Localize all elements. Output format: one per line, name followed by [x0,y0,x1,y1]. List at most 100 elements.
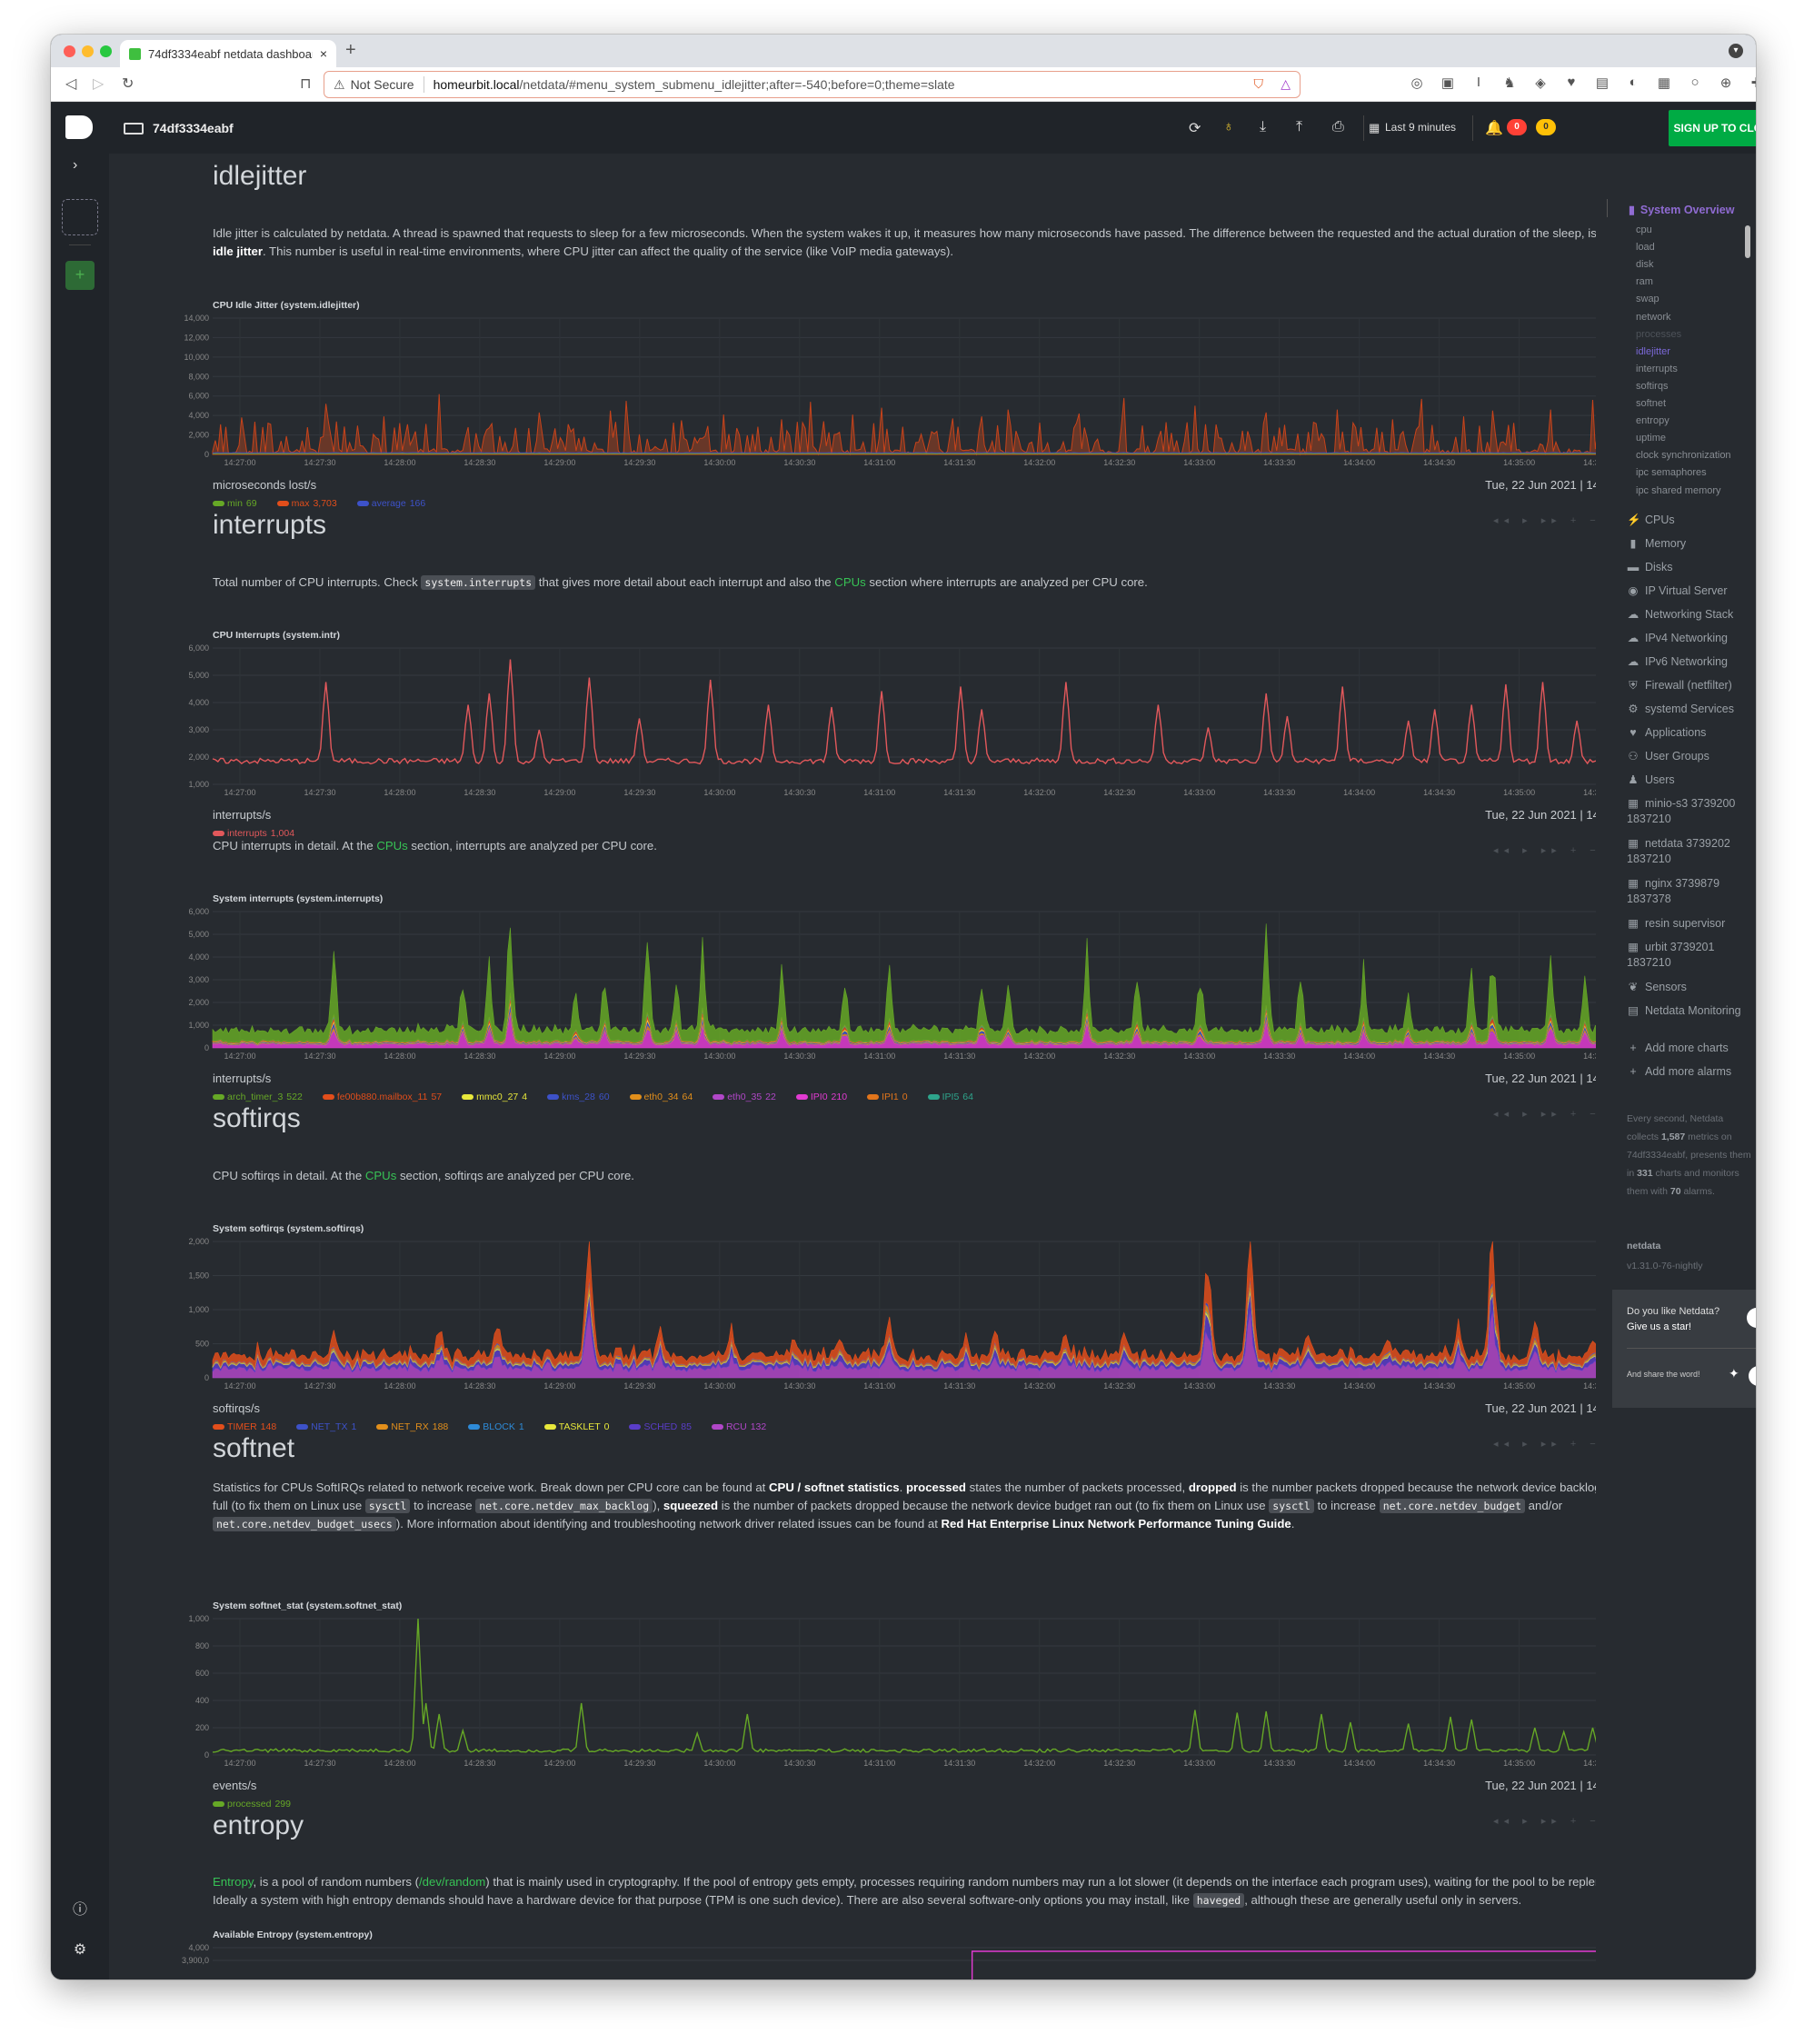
intr-chart[interactable]: CPU Interrupts (system.intr) 6,000 5,000 4,… [178,630,1596,856]
toc-group-ipv4-networking[interactable]: ☁ IPv4 Networking [1627,631,1754,646]
toc-group-cpus[interactable]: ⚡ CPUs [1627,513,1754,528]
browser-tab[interactable]: 74df3334eabf netdata dashboar × [120,40,336,67]
toc-item-network[interactable]: network [1636,311,1671,323]
expand-chevron-icon[interactable]: › [73,157,78,173]
legend-item-BLOCK[interactable]: BLOCK 1 [468,1421,524,1432]
legend-item-TIMER[interactable]: TIMER 148 [213,1421,276,1432]
toc-group-ip-virtual-server[interactable]: ◉ IP Virtual Server [1627,583,1754,599]
tampermonkey-icon[interactable]: ◈ [1535,75,1546,91]
trello-icon[interactable]: ▤ [1595,75,1610,91]
grammarly-icon[interactable]: ◎ [1410,75,1423,91]
critical-alarms-badge[interactable]: 0 [1507,119,1527,135]
toc-group-memory[interactable]: ▮ Memory [1627,536,1754,552]
toc-group-networking-stack[interactable]: ☁ Networking Stack [1627,607,1754,623]
toc-group-sensors[interactable]: ❦ Sensors [1627,980,1754,995]
toc-item-entropy[interactable]: entropy [1636,415,1669,427]
upload-icon[interactable]: ⤒ [1296,119,1303,135]
toc-item-ram[interactable]: ram [1636,276,1653,288]
toc-item-ipc-shared-memory[interactable]: ipc shared memory [1636,484,1721,496]
toc-item-uptime[interactable]: uptime [1636,433,1667,444]
download-icon[interactable]: ⤓ [1260,119,1267,135]
idlejitter-chart[interactable]: CPU Idle Jitter (system.idlejitter) 14,00… [178,300,1596,526]
tab-search-icon[interactable]: ▾ [1729,44,1743,58]
interrupts-chart[interactable]: System interrupts (system.interrupts) 6,0… [178,893,1596,1120]
toc-item-clock-synchronization[interactable]: clock synchronization [1636,450,1731,462]
github-star-link[interactable]: Give us a star! [1627,1321,1691,1332]
bell-icon[interactable]: 🔔 [1485,121,1503,136]
chart-plot[interactable]: 1,000 800 600 400 200 0 14:27:00 14:27:30 14:28:… [178,1613,1596,1777]
add-space-button[interactable]: + [65,261,95,290]
cursor-ring-icon[interactable]: ○ [1690,75,1699,90]
toc-system-overview[interactable]: System Overview [1629,203,1735,216]
sign-up-button[interactable]: SIGN UP TO CLOUD [1669,110,1756,146]
toc-item-cpu[interactable]: cpu [1636,224,1652,235]
legend-item-TASKLET[interactable]: TASKLET 0 [543,1421,609,1432]
legend-item-eth0-35[interactable]: eth0_35 22 [713,1092,776,1102]
legend-item-kms-28[interactable]: kms_28 60 [547,1092,610,1102]
metamask-icon[interactable]: ♞ [1503,75,1516,91]
dev-random-link[interactable]: /dev/random [418,1875,486,1889]
chart-plot[interactable]: 14,000 12,000 10,000 8,000 6,000 4,000 2,000 0 1… [178,313,1596,476]
cursor-icon[interactable]: I [1476,75,1481,90]
legend-item-processed[interactable]: processed 299 [213,1799,291,1810]
toc-group-nginx-3739879-1837378[interactable]: ▦ nginx 3739879 1837378 [1627,876,1754,907]
cpus-link[interactable]: CPUs [364,1169,397,1182]
toc-item-swap[interactable]: swap [1636,294,1659,305]
chart-toolbox[interactable]: ◂◂ ▸ ▸▸ + − ⇕ [1493,1816,1596,1827]
toc-group-user-groups[interactable]: ⚇ User Groups [1627,749,1754,764]
toc-item-load[interactable]: load [1636,242,1655,254]
toc-item-interrupts[interactable]: interrupts [1636,363,1678,374]
twitter-icon[interactable]: ✦ [1729,1366,1739,1381]
legend-item-IPI0[interactable]: IPI0 210 [795,1092,847,1102]
toc-item-disk[interactable]: disk [1636,259,1654,271]
cpus-link[interactable]: CPUs [376,839,408,852]
legend-item-SCHED[interactable]: SCHED 85 [629,1421,692,1432]
legend-item-interrupts[interactable]: interrupts 1,004 [213,828,294,839]
toc-group-netdata-monitoring[interactable]: ▤ Netdata Monitoring [1627,1003,1754,1019]
brave-rewards-icon[interactable]: △ [1281,76,1291,91]
legend-item-average[interactable]: average 166 [356,498,425,509]
toc-item-softnet[interactable]: softnet [1636,398,1667,409]
legend-item-eth0-34[interactable]: eth0_34 64 [629,1092,693,1102]
legend-item-max[interactable]: max 3,703 [276,498,337,509]
react-devtools-icon[interactable]: ◐ [1629,75,1638,90]
lightbulb-icon[interactable]: ♁ [1223,119,1234,135]
softnet-chart[interactable]: System softnet_stat (system.softnet_stat… [178,1600,1596,1827]
legend-item-IPI1[interactable]: IPI1 0 [867,1092,908,1102]
netdata-logo-icon[interactable] [65,115,93,139]
legend-item-RCU[interactable]: RCU 132 [711,1421,766,1432]
space-placeholder[interactable] [62,199,98,235]
chart-plot[interactable]: 2,000 1,500 1,000 500 0 14:27:00 14:27:30 14:28… [178,1236,1596,1400]
legend-item-min[interactable]: min 69 [213,498,257,509]
toc-group-applications[interactable]: ♥ Applications [1627,725,1754,741]
toc-group-systemd-services[interactable]: ⚙ systemd Services [1627,702,1754,717]
legend-item-arch-timer-3[interactable]: arch_timer_3 522 [213,1092,303,1102]
toc-item-ipc-semaphores[interactable]: ipc semaphores [1636,467,1707,479]
print-icon[interactable]: ⎙ [1332,119,1344,135]
toc-group-users[interactable]: ♟ Users [1627,773,1754,788]
calendar-icon[interactable]: ▦ [1657,75,1671,91]
legend-item-NET-TX[interactable]: NET_TX 1 [296,1421,356,1432]
chart-toolbox[interactable]: ◂◂ ▸ ▸▸ + − ⇕ [1493,1109,1596,1120]
forward-icon[interactable]: ▷ [93,76,105,92]
lastpass-icon[interactable]: ▣ [1440,75,1455,91]
toc-group-ipv6-networking[interactable]: ☁ IPv6 Networking [1627,654,1754,670]
entropy-link[interactable]: Entropy [213,1875,254,1889]
time-period[interactable]: Last 9 minutes [1385,121,1457,134]
toc-group-add-more-alarms[interactable]: + Add more alarms [1627,1064,1754,1080]
toc-group-add-more-charts[interactable]: + Add more charts [1627,1041,1754,1056]
settings-icon[interactable]: ⚙ [73,1942,87,1958]
chart-plot[interactable]: 6,000 5,000 4,000 3,000 2,000 1,000 14:27:00 14… [178,643,1596,806]
softirqs-chart[interactable]: System softirqs (system.softirqs) 2,000 1,… [178,1223,1596,1450]
chart-plot[interactable]: 6,000 5,000 4,000 3,000 2,000 1,000 0 14:27:00 1… [178,906,1596,1070]
warning-alarms-badge[interactable]: 0 [1536,119,1556,135]
new-tab-button[interactable]: + [345,40,356,60]
reload-icon[interactable]: ⟳ [1189,121,1201,136]
globe-icon[interactable]: ⊕ [1719,75,1732,91]
chart-toolbox[interactable]: ◂◂ ▸ ▸▸ + − ⇕ [1493,1439,1596,1450]
back-icon[interactable]: ◁ [65,76,77,92]
brave-shields-icon[interactable]: ⛉ [1253,76,1264,91]
legend-item-NET-RX[interactable]: NET_RX 188 [376,1421,448,1432]
zoom-window-button[interactable] [100,45,112,57]
hostname[interactable]: 74df3334eabf [153,121,234,135]
